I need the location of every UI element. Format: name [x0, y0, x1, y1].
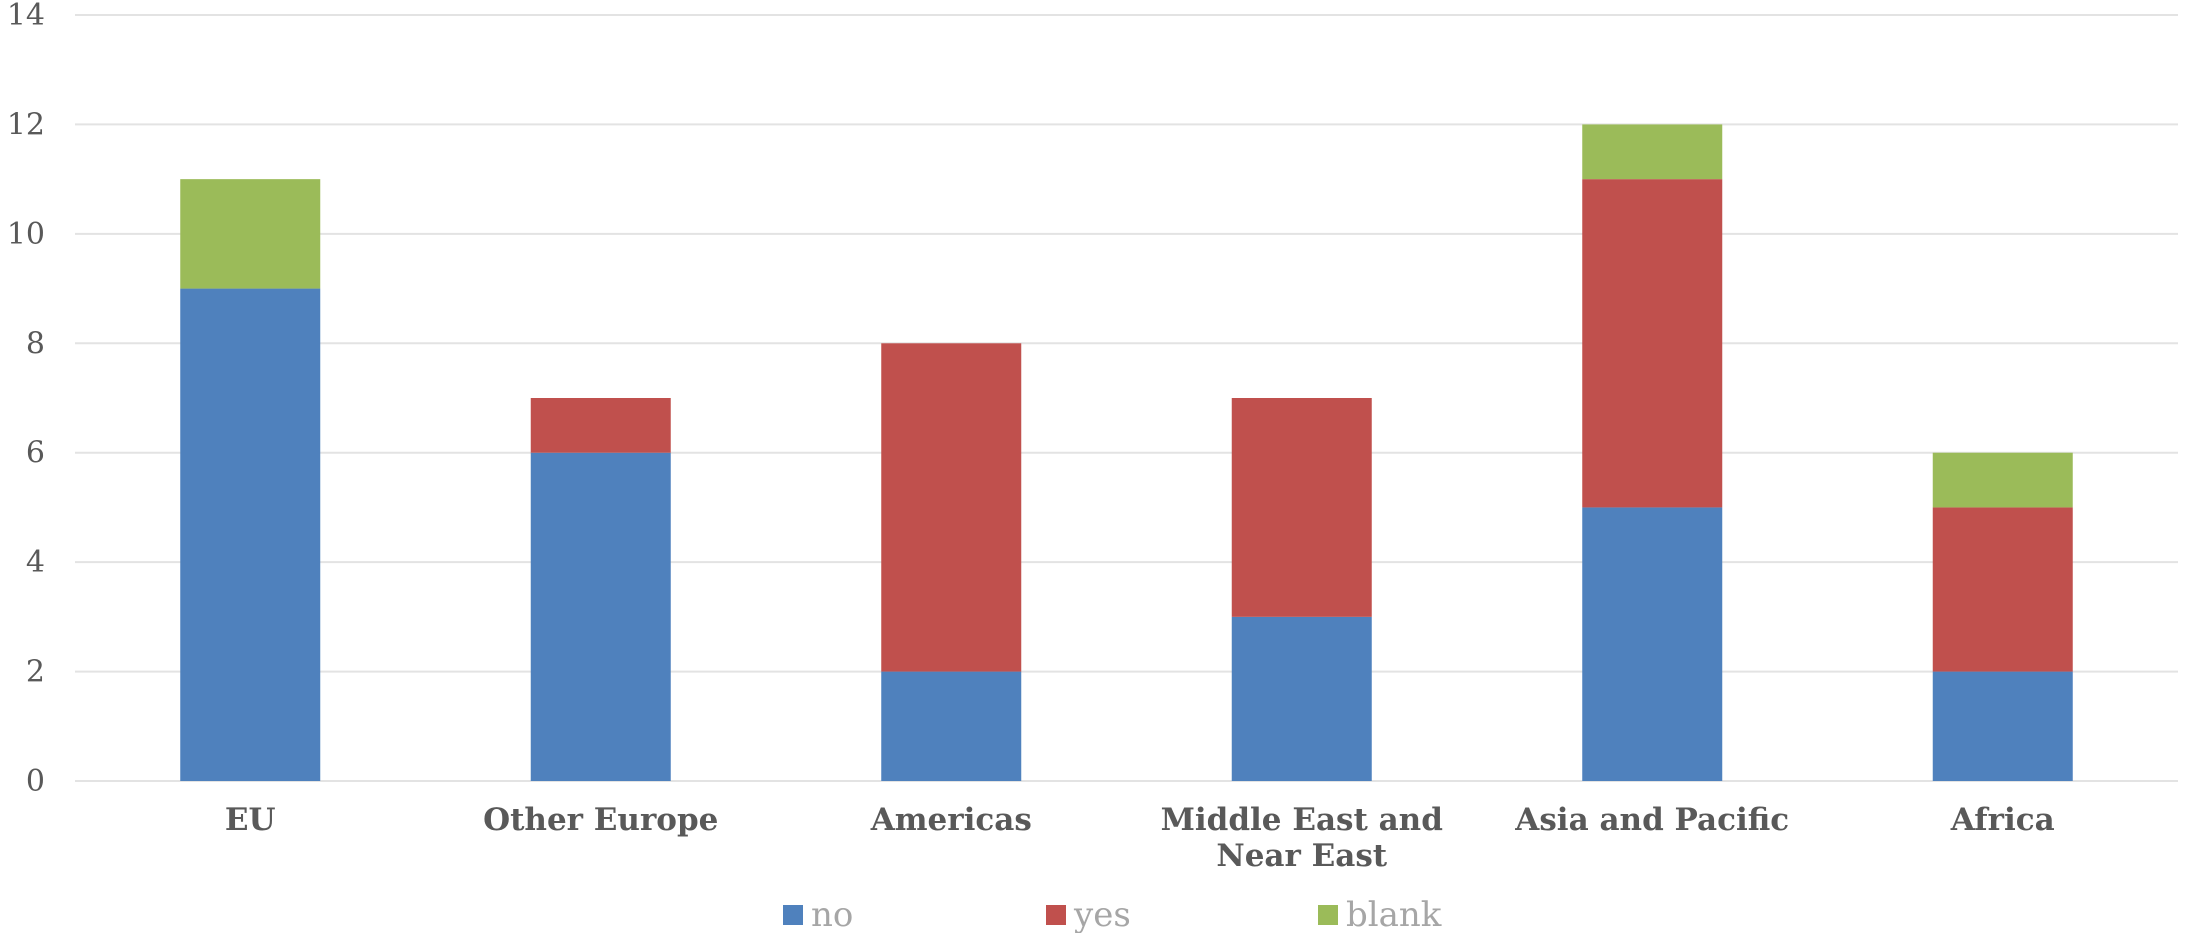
bar-segment-yes: [530, 398, 671, 453]
legend-label: no: [811, 895, 853, 933]
legend-item-yes: yes: [1046, 895, 1131, 933]
gridlines: [75, 14, 2178, 782]
y-tick-label: 2: [26, 655, 45, 690]
y-tick-label: 0: [26, 764, 45, 799]
category-label: Americas: [870, 802, 1032, 838]
category-label: Middle East and: [1161, 802, 1443, 838]
legend-item-no: no: [783, 895, 853, 933]
bar-segment-no: [1582, 507, 1723, 781]
bar-segment-yes: [1231, 398, 1372, 617]
bar-segment-no: [180, 288, 321, 781]
bar-segment-no: [881, 671, 1022, 781]
legend-swatch: [1318, 905, 1338, 925]
y-axis-tick-labels: 0 2 4 6 8 10 12 14: [7, 0, 45, 799]
legend-label: yes: [1073, 895, 1131, 933]
y-tick-label: 10: [7, 217, 45, 252]
bar-segment-yes: [1932, 507, 2073, 672]
legend-swatch: [783, 905, 803, 925]
y-tick-label: 14: [7, 0, 45, 33]
category-label: Asia and Pacific: [1514, 802, 1789, 838]
legend-item-blank: blank: [1318, 895, 1442, 933]
x-axis-category-labels: EU Other Europe Americas Middle East andNea…: [225, 802, 2055, 874]
y-tick-label: 8: [26, 326, 45, 361]
legend-label: blank: [1346, 895, 1442, 933]
category-label: Near East: [1216, 838, 1387, 874]
category-label: Other Europe: [483, 802, 718, 838]
bar-segment-no: [1231, 616, 1372, 781]
legend: no yes blank: [783, 895, 1442, 933]
category-label: EU: [225, 802, 276, 838]
bar-segment-blank: [180, 179, 321, 289]
y-tick-label: 6: [26, 436, 45, 471]
legend-swatch: [1046, 905, 1066, 925]
bar-segment-blank: [1932, 452, 2073, 508]
category-label: Africa: [1950, 802, 2055, 838]
bar-segment-yes: [881, 343, 1022, 672]
bar-segment-no: [530, 452, 671, 781]
bars: [180, 124, 2073, 781]
bar-segment-yes: [1582, 179, 1723, 508]
y-tick-label: 12: [7, 107, 45, 142]
bar-segment-blank: [1582, 124, 1723, 180]
bar-segment-no: [1932, 671, 2073, 781]
y-tick-label: 4: [26, 545, 45, 580]
